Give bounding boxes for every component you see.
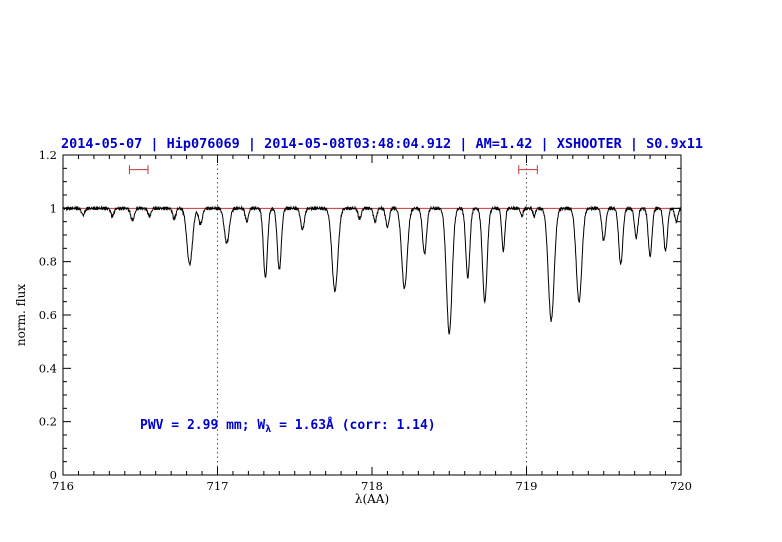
y-axis-label: norm. flux [14,284,28,346]
x-tick-label: 718 [361,479,383,493]
y-tick-label: 0 [50,468,57,482]
y-tick-label: 1 [50,201,57,215]
pwv-annotation-part1: PWV = 2.99 mm; W [140,418,265,433]
x-tick-label: 719 [516,479,538,493]
plot-frame [62,154,682,476]
dotted-guide-lines [217,155,527,475]
y-tick-label: 0.4 [39,361,57,375]
y-tick-labels: 0 0.2 0.4 0.6 0.8 1 1.2 [39,148,57,482]
y-tick-label: 0.6 [39,308,57,322]
x-tick-label: 720 [670,479,692,493]
y-tick-label: 0.8 [39,255,57,269]
y-tick-label: 1.2 [39,148,57,162]
x-tick-labels: 716 717 718 719 720 [52,479,692,493]
pwv-annotation-part2: = 1.63Å (corr: 1.14) [271,417,435,433]
plot-title: 2014-05-07 | Hip076069 | 2014-05-08T03:4… [61,136,703,152]
pwv-annotation: PWV = 2.99 mm; Wλ = 1.63Å (corr: 1.14) [140,417,436,435]
y-tick-label: 0.2 [39,415,57,429]
spectrum-curve [63,205,681,335]
x-tick-label: 716 [52,479,74,493]
x-axis-label: λ(AA) [355,492,389,506]
band-markers [128,165,538,175]
pwv-annotation-subscript: λ [265,424,271,435]
x-tick-label: 717 [207,479,229,493]
